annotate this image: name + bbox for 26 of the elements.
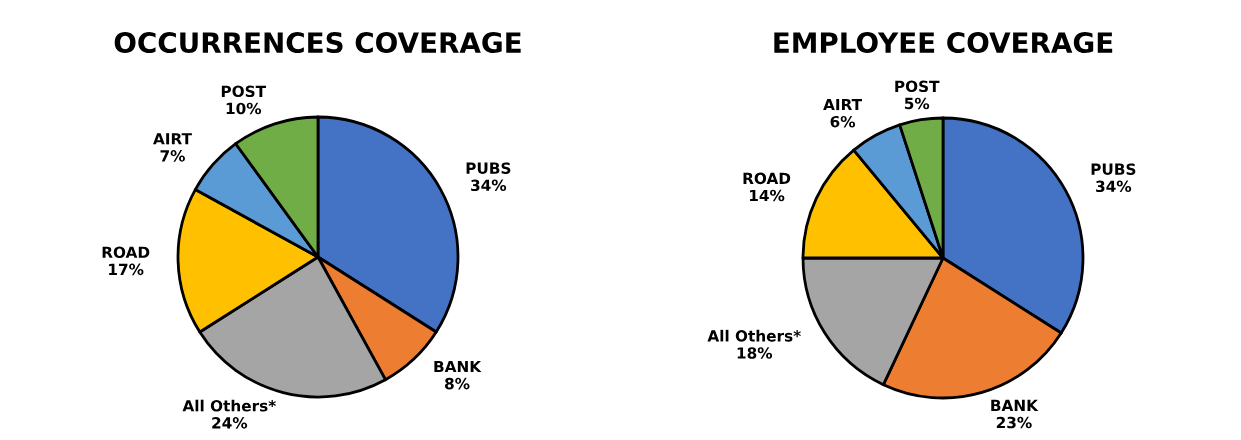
data-label: 34% — [1096, 180, 1132, 193]
data-label: 23% — [996, 416, 1032, 429]
data-label: 24% — [212, 417, 248, 429]
slice-label: ROAD — [743, 172, 791, 185]
slice-label: BANK — [434, 360, 482, 373]
slice-label: BANK — [991, 399, 1039, 411]
data-label: 18% — [737, 347, 773, 359]
chart-title: EMPLOYEE COVERAGE — [774, 32, 1113, 54]
data-label: 5% — [904, 97, 930, 110]
chart-title: OCCURRENCES COVERAGE — [114, 32, 521, 54]
data-label: 34% — [471, 179, 507, 192]
slice-label: ROAD — [102, 246, 150, 259]
slice-label: POST — [895, 80, 940, 93]
slice-label: PUBS — [466, 162, 511, 174]
slice-label: AIRT — [823, 98, 862, 111]
slice-label: PUBS — [1091, 163, 1136, 175]
data-label: 17% — [109, 263, 144, 276]
data-label: 7% — [160, 150, 185, 162]
slice-label: AIRT — [153, 133, 192, 145]
slice-label: All Others* — [182, 399, 276, 412]
slice-label: POST — [221, 85, 266, 98]
data-label: 14% — [750, 189, 785, 202]
slice-label: All Others* — [707, 329, 801, 342]
data-label: 8% — [445, 377, 470, 390]
data-label: 6% — [830, 115, 856, 128]
data-label: 10% — [226, 102, 262, 115]
